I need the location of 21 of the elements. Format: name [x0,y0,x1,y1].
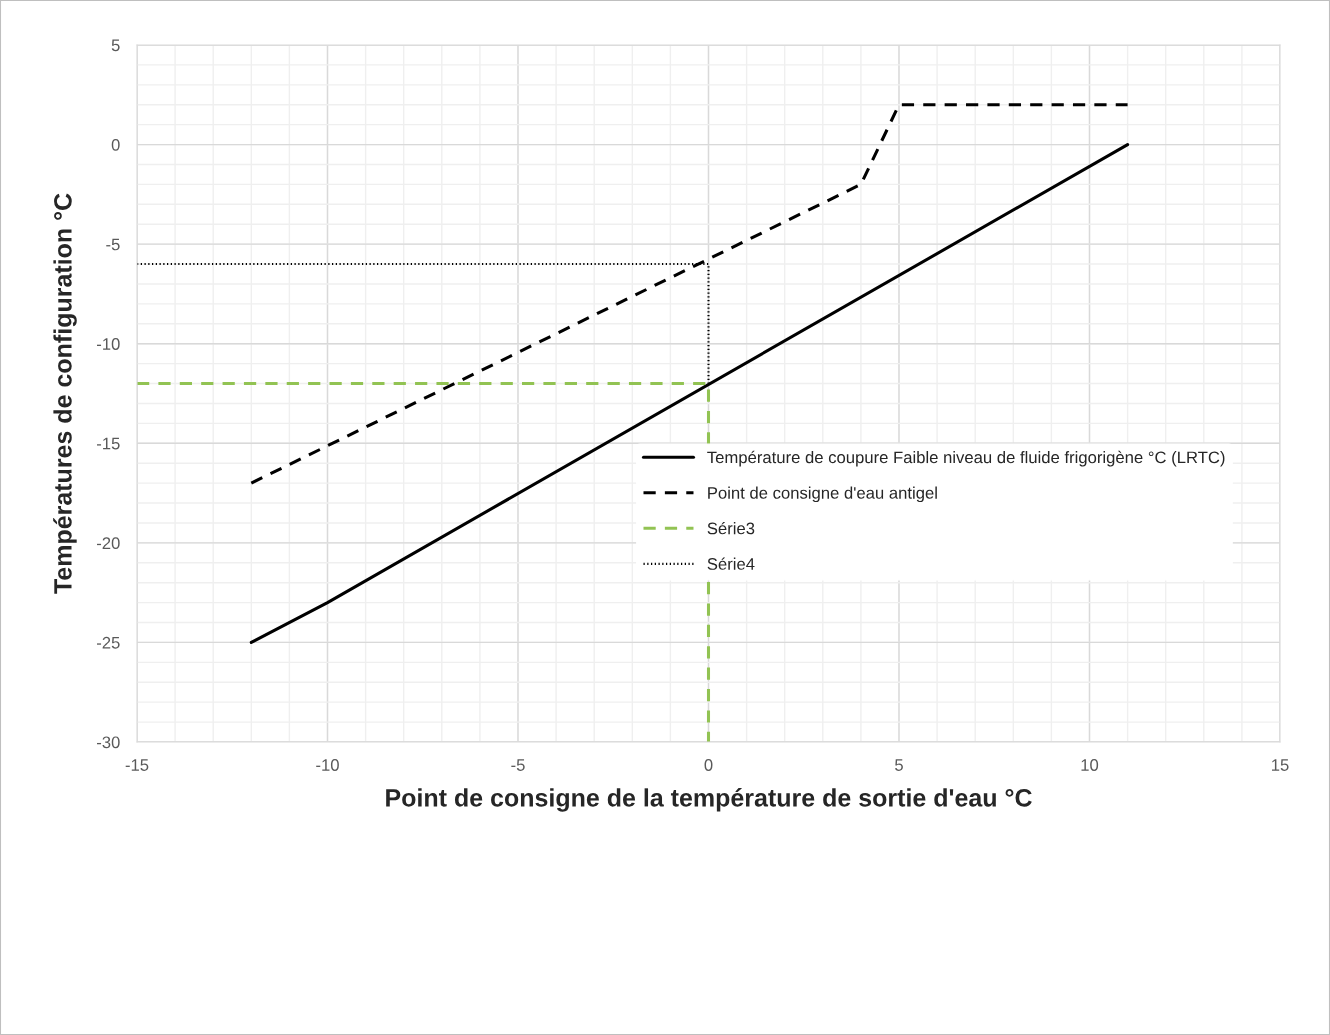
y-axis-title: Températures de configuration °C [53,193,77,594]
legend-label: Série4 [707,557,755,570]
y-tick-label: -20 [96,537,120,550]
y-tick-label: -10 [96,338,120,350]
x-tick-label: 10 [1081,759,1099,771]
x-tick-label: -15 [125,759,149,771]
y-tick-label: -25 [96,636,120,649]
y-tick-label: -30 [96,736,120,749]
y-tick-label: -5 [106,238,120,251]
x-tick-label: -10 [316,759,339,771]
y-tick-label: 5 [111,39,120,52]
x-tick-label: 15 [1272,759,1289,771]
legend-label: Série3 [707,521,755,535]
legend-label: Point de consigne d'eau antigel [708,486,937,503]
y-tick-label: -15 [96,437,120,450]
x-tick-label: 0 [704,759,713,771]
x-axis-title: Point de consigne de la température de sortie d'eau °C [386,788,1032,812]
x-tick-label: 5 [895,759,903,771]
y-tick-label: 0 [111,138,120,151]
x-tick-label: -5 [511,759,525,771]
legend-label: Température de coupure Faible niveau de fluide frigorigène °C (LRTC) [707,450,1225,467]
